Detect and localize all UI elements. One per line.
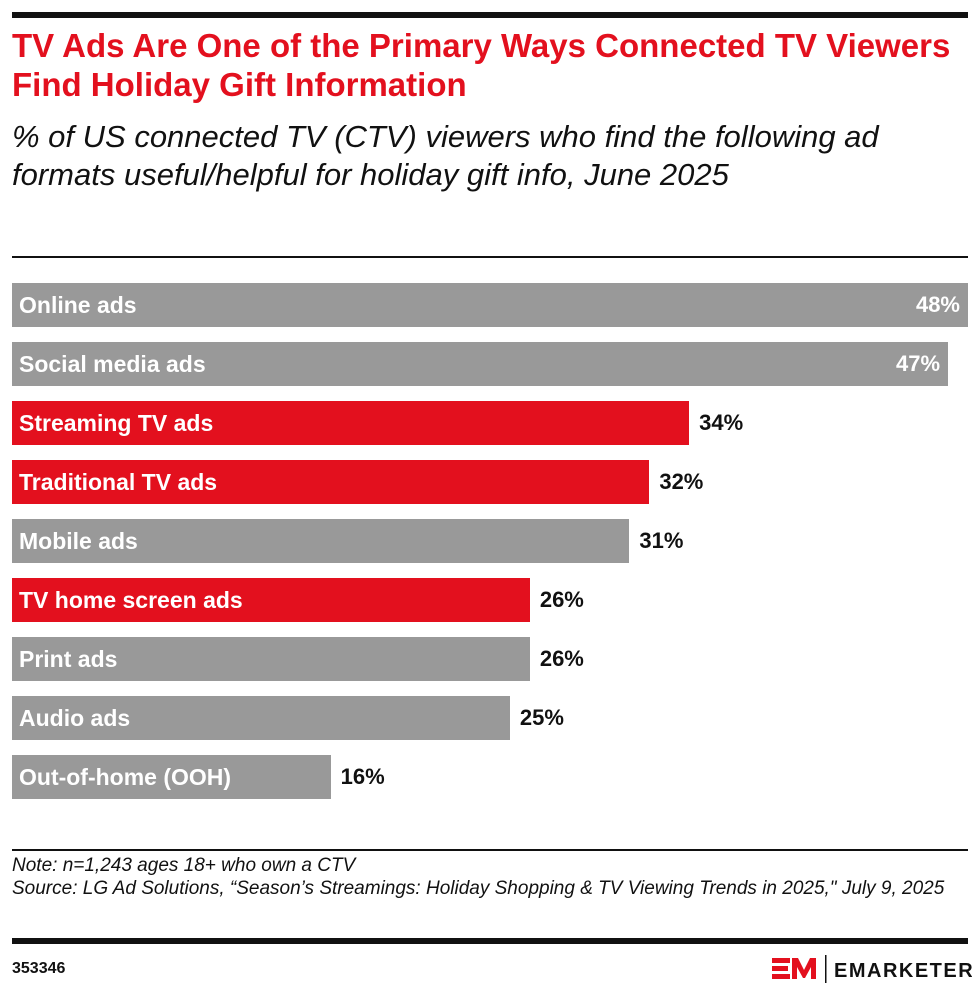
value-label: 47% (896, 351, 941, 376)
bar: Mobile ads (12, 519, 630, 563)
bar: Audio ads (12, 696, 510, 740)
chart-title: TV Ads Are One of the Primary Ways Conne… (12, 27, 951, 103)
footnote: Note: n=1,243 ages 18+ who own a CTV Sou… (12, 854, 962, 900)
divider (12, 849, 968, 851)
category-label: TV home screen ads (19, 587, 243, 613)
bar: Out-of-home (OOH) (12, 755, 331, 799)
svg-text:EMARKETER: EMARKETER (834, 960, 972, 982)
category-label: Streaming TV ads (19, 410, 214, 436)
category-label: Social media ads (19, 351, 206, 377)
chart-id: 353346 (12, 960, 66, 977)
category-label: Audio ads (19, 705, 131, 731)
category-label: Traditional TV ads (19, 469, 218, 495)
value-label: 48% (915, 292, 960, 317)
value-label: 34% (699, 410, 744, 435)
value-label: 25% (519, 705, 564, 730)
bar: TV home screen ads (12, 578, 530, 622)
source: Source: LG Ad Solutions, “Season’s Strea… (12, 878, 945, 899)
value-label: 31% (639, 528, 684, 553)
category-label: Out-of-home (OOH) (19, 764, 232, 790)
divider (12, 256, 968, 258)
value-label: 26% (539, 587, 584, 612)
bar: Streaming TV ads (12, 401, 690, 445)
emarketer-logo: EMARKETER (772, 952, 973, 991)
category-label: Mobile ads (19, 528, 138, 554)
value-label: 16% (340, 764, 385, 789)
chart-subtitle: % of US connected TV (CTV) viewers who f… (12, 119, 879, 192)
bar: Print ads (12, 637, 530, 681)
value-label: 32% (659, 469, 704, 494)
top-rule (12, 12, 968, 18)
bar: Traditional TV ads (12, 460, 650, 504)
category-label: Online ads (19, 292, 137, 318)
value-label: 26% (539, 646, 584, 671)
bottom-rule (12, 938, 968, 944)
note: Note: n=1,243 ages 18+ who own a CTV (12, 855, 356, 876)
category-label: Print ads (19, 646, 118, 672)
bar: Social media ads (12, 342, 949, 386)
bar: Online ads (12, 283, 968, 327)
